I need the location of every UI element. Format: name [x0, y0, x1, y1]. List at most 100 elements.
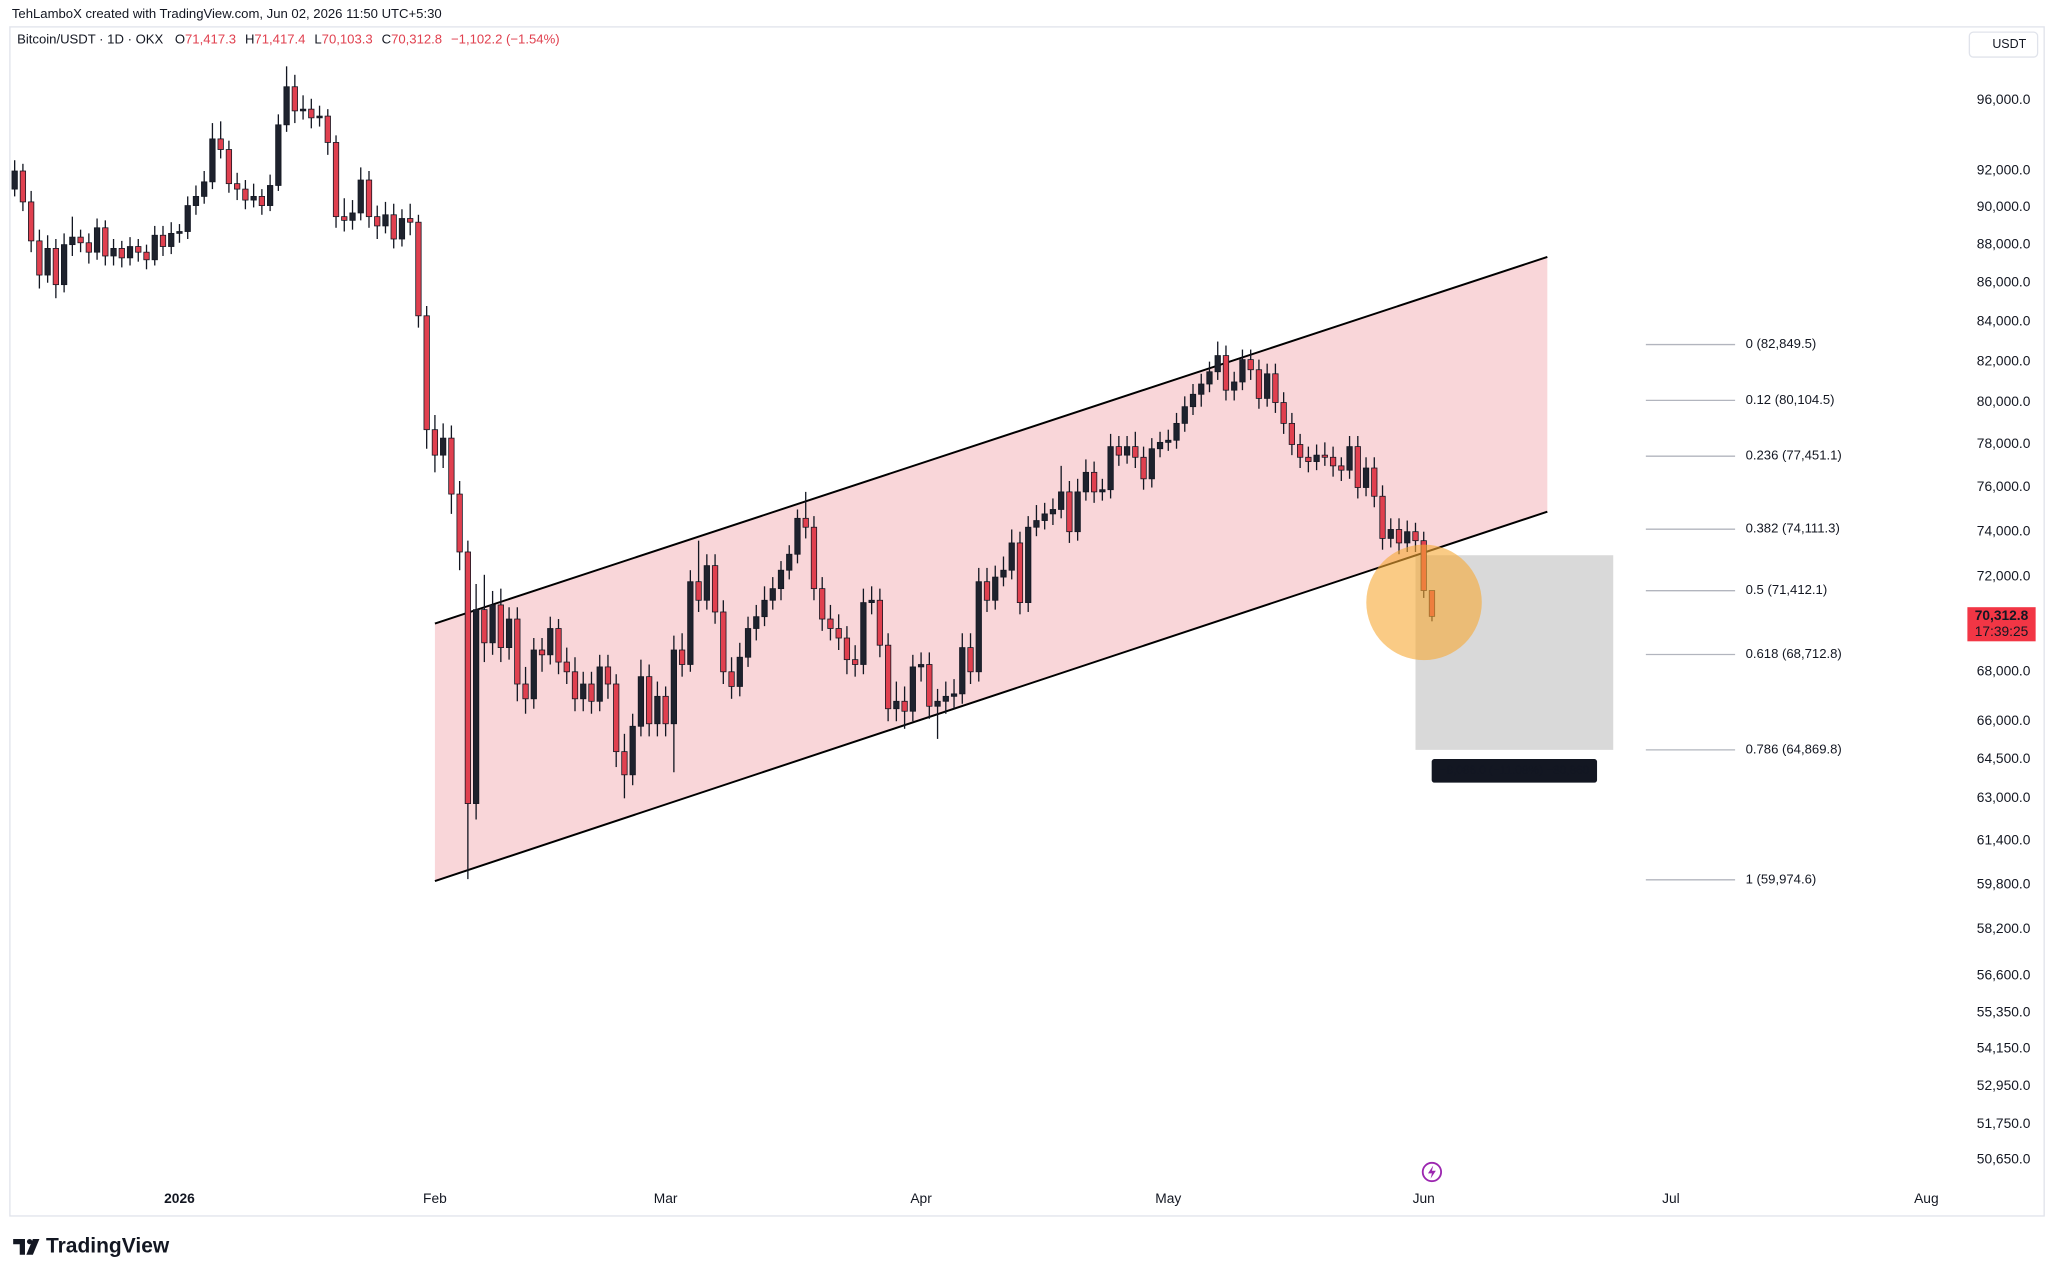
candle-body: [1058, 491, 1065, 510]
candle-body: [1247, 359, 1254, 371]
candle-body: [209, 138, 216, 183]
candle-body: [382, 214, 389, 227]
legend: Bitcoin/USDT · 1D · OKX O71,417.3 H71,41…: [17, 32, 560, 47]
candle-body: [571, 671, 579, 700]
legend-value: 70,103.3: [322, 32, 373, 47]
candle-body: [959, 647, 966, 695]
candle-body: [448, 437, 455, 495]
x-tick-label: May: [1155, 1191, 1181, 1206]
candle-body: [720, 611, 727, 673]
candle-body: [942, 695, 949, 702]
legend-key: C: [382, 32, 391, 47]
candle-body: [390, 214, 397, 240]
candle-body: [538, 649, 546, 656]
measure-label-box: [1431, 759, 1598, 783]
candle-body: [687, 581, 694, 665]
candle-body: [802, 517, 809, 528]
candle-body: [637, 676, 645, 727]
candle-body: [1140, 456, 1147, 480]
candle-body: [1000, 569, 1007, 578]
candle-body: [1082, 471, 1089, 493]
currency-box[interactable]: [1968, 31, 2039, 58]
price-tag: [1967, 607, 2036, 642]
candle-body: [184, 205, 191, 232]
fib-label: 0.236 (77,451.1): [1746, 448, 1842, 463]
candle-body: [1371, 467, 1378, 497]
legend-key: L: [314, 32, 321, 47]
candle-body: [835, 628, 842, 639]
price-tag-countdown: 17:39:25: [1975, 624, 2029, 639]
candle-body: [1074, 491, 1081, 533]
frame: [9, 26, 2045, 1217]
legend-change: −1,102.2 (−1.54%): [451, 32, 560, 47]
candle-body: [44, 248, 51, 276]
candle-body: [19, 170, 27, 203]
candle-body: [843, 637, 851, 661]
candle-body: [456, 493, 463, 553]
candle-body: [1231, 381, 1238, 391]
legend-value: 70,312.8: [391, 32, 442, 47]
candle-body: [827, 618, 834, 629]
candle-body: [431, 429, 439, 456]
fib-label: 0 (82,849.5): [1746, 336, 1817, 351]
y-tick-label: 64,500.0: [1977, 751, 2031, 766]
candle-body: [1329, 456, 1337, 467]
candle-body: [1239, 359, 1246, 383]
candle-body: [1305, 456, 1312, 462]
y-tick-label: 80,000.0: [1977, 394, 2031, 409]
candle-body: [473, 609, 480, 804]
candle-body: [514, 618, 521, 685]
price-tag-label: 70,312.8: [1975, 608, 2029, 623]
y-tick-label: 58,200.0: [1977, 921, 2031, 936]
candle-body: [308, 108, 315, 119]
drawings-over: −8,086.0 (−11.08%) −80,860 96,000.0 92,000…: [164, 92, 2036, 1206]
candle-body: [711, 565, 719, 613]
y-tick-label: 63,000.0: [1977, 790, 2031, 805]
candle-body: [291, 86, 298, 112]
candle-body: [983, 581, 991, 601]
candle-body: [143, 251, 150, 261]
candle-body: [1379, 495, 1386, 539]
candle-body: [885, 644, 892, 710]
candle-body: [1354, 446, 1361, 488]
candle-body: [192, 196, 200, 206]
candle-body: [975, 581, 982, 673]
candle-body: [810, 526, 818, 590]
candle-body: [1165, 439, 1172, 443]
candle-body: [547, 628, 554, 656]
candle-body: [374, 216, 381, 227]
candle-body: [481, 609, 488, 644]
candle-body: [258, 196, 265, 206]
logo-part: [26, 1238, 40, 1255]
candle-body: [225, 149, 233, 185]
candle-body: [819, 588, 826, 620]
candle-body: [1297, 444, 1304, 458]
candle-body: [1173, 422, 1180, 441]
candle-body: [1321, 454, 1328, 458]
candle-body: [926, 664, 933, 707]
y-tick-label: 59,800.0: [1977, 876, 2031, 891]
y-tick-label: 84,000.0: [1977, 313, 2031, 328]
candle-body: [11, 170, 18, 190]
y-tick-label: 68,000.0: [1977, 663, 2031, 678]
channel-line: [434, 510, 1548, 883]
candle-body: [909, 666, 916, 712]
candle-body: [316, 115, 323, 119]
replay-icon[interactable]: [1421, 1161, 1443, 1183]
candle-body: [1280, 402, 1287, 424]
candle-body: [753, 616, 760, 629]
fib-label: 0.786 (64,869.8): [1746, 741, 1842, 756]
y-tick-label: 74,000.0: [1977, 523, 2031, 538]
y-tick-label: 92,000.0: [1977, 163, 2031, 178]
candle-body: [52, 248, 59, 286]
candle-body: [761, 599, 768, 618]
candle-body: [85, 242, 92, 253]
candle-body: [670, 649, 677, 725]
highlight-circle: [1366, 544, 1482, 661]
candle-body: [1214, 355, 1221, 373]
candle-body: [588, 683, 595, 702]
y-tick-label: 61,400.0: [1977, 833, 2031, 848]
brand: TradingView: [46, 1234, 170, 1257]
candle-body: [1156, 441, 1164, 450]
y-tick-label: 82,000.0: [1977, 353, 2031, 368]
